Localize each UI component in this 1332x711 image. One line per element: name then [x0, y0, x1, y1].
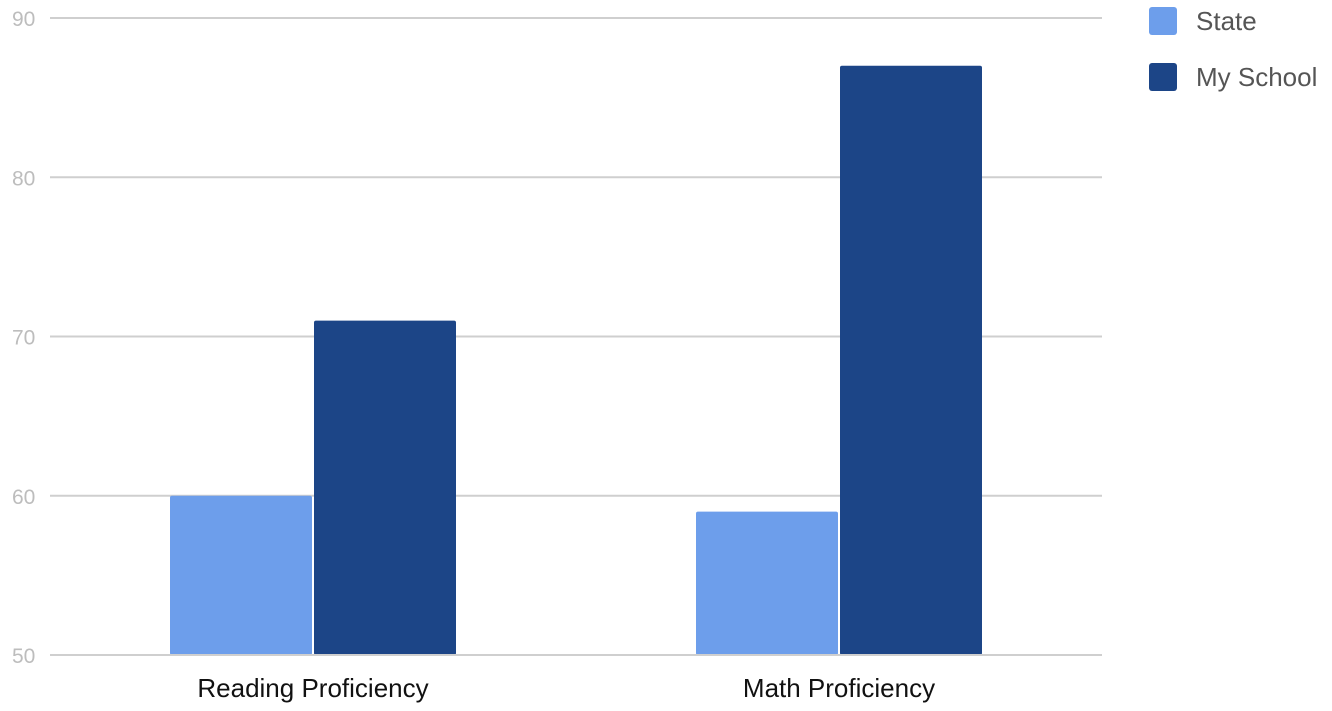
y-axis-ticks: 50 60 70 80 90 [12, 8, 35, 668]
bar-my-school-math-proficiency [840, 65, 982, 655]
bar-my-school-reading-proficiency [314, 320, 456, 655]
y-tick-label: 60 [12, 486, 35, 509]
y-tick-label: 80 [12, 167, 35, 190]
legend-swatch [1149, 63, 1177, 91]
legend-label: My School [1196, 62, 1317, 92]
legend: State My School [1149, 6, 1317, 92]
y-tick-label: 90 [12, 8, 35, 31]
bar-state-reading-proficiency [170, 495, 312, 655]
x-category-label: Math Proficiency [743, 673, 935, 703]
x-axis-categories: Reading Proficiency Math Proficiency [197, 673, 935, 703]
y-tick-label: 50 [12, 645, 35, 668]
bar-state-math-proficiency [696, 511, 838, 655]
bars [170, 65, 982, 655]
legend-label: State [1196, 6, 1257, 36]
x-category-label: Reading Proficiency [197, 673, 428, 703]
y-tick-label: 70 [12, 327, 35, 350]
legend-swatch [1149, 7, 1177, 35]
